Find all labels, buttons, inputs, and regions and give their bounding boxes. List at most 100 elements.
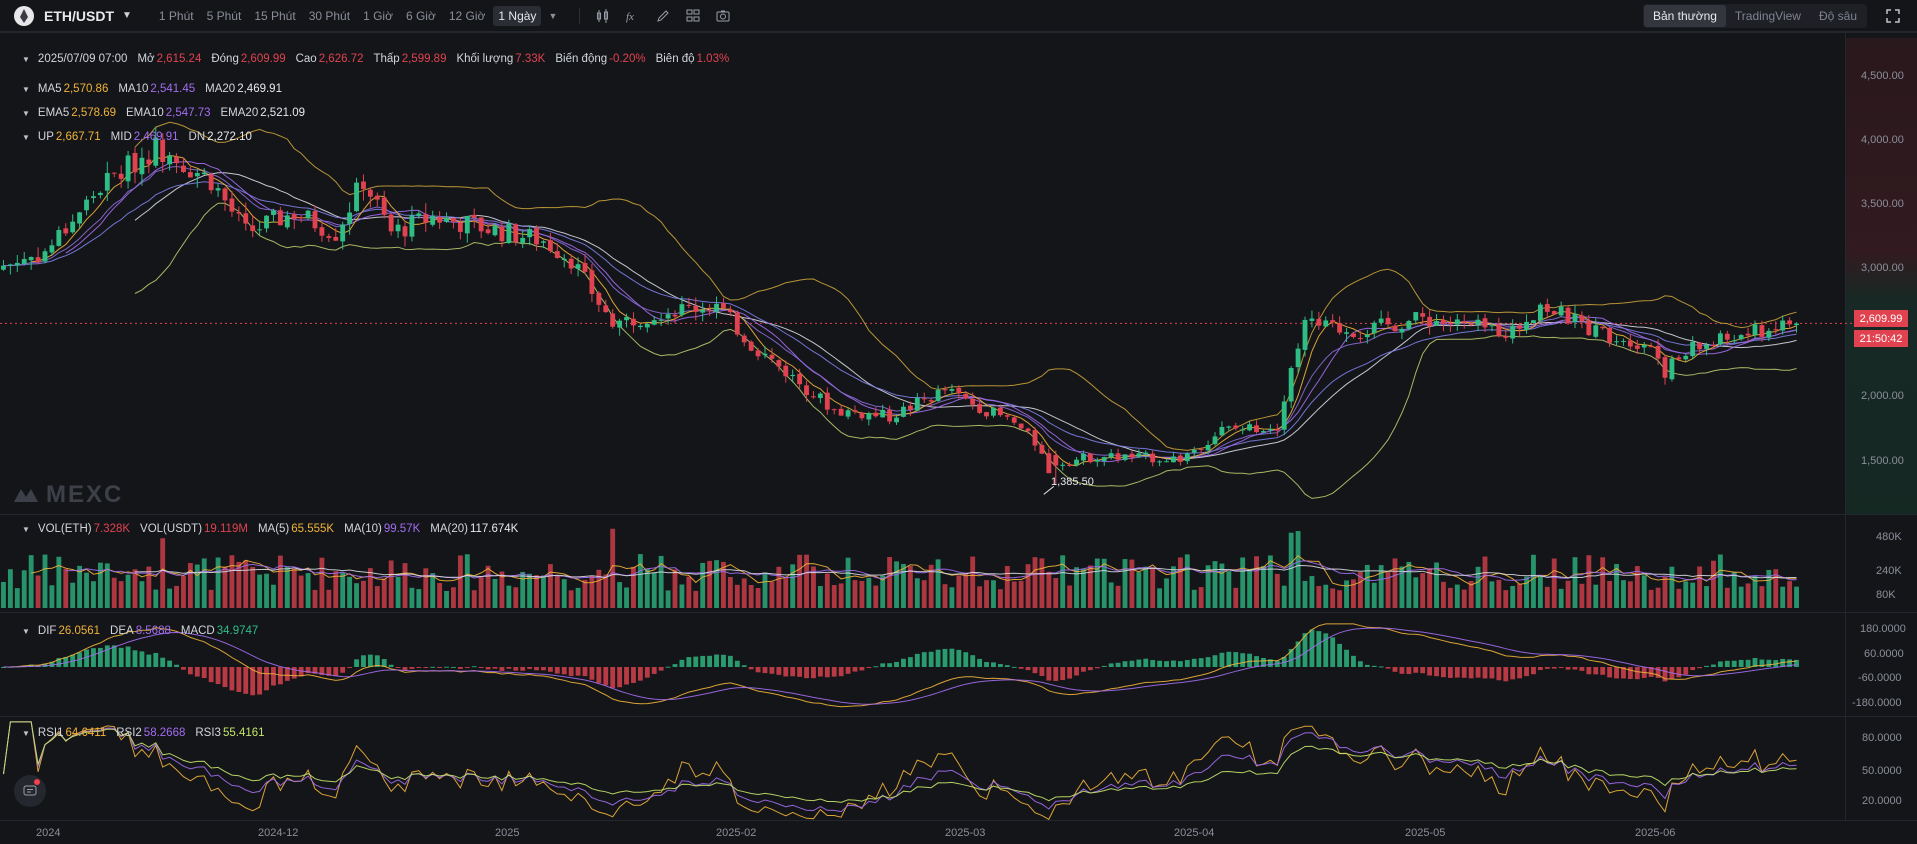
macd-histogram-bar — [1690, 667, 1696, 671]
interval-5m[interactable]: 5 Phút — [206, 8, 242, 23]
symbol-selector[interactable]: ETH/USDT — [44, 7, 114, 24]
macd-histogram-bar — [1537, 667, 1543, 671]
macd-histogram-bar — [194, 667, 200, 677]
volume-bar — [471, 590, 477, 608]
volume-bar — [284, 566, 290, 608]
candle-body — [1441, 320, 1446, 324]
macd-histogram-bar — [416, 667, 422, 668]
candle-body — [1094, 460, 1100, 462]
chat-bubble-button[interactable] — [14, 775, 46, 807]
candle-body — [77, 212, 83, 224]
interval-15m[interactable]: 15 Phút — [254, 8, 296, 23]
candle-body — [1662, 357, 1668, 378]
macd-histogram-bar — [1039, 667, 1045, 676]
macd-histogram-bar — [1240, 653, 1246, 667]
macd-histogram-bar — [1724, 660, 1730, 667]
candle-body — [721, 303, 726, 309]
interval-6h[interactable]: 6 Giờ — [405, 8, 436, 23]
macd-histogram-bar — [672, 664, 678, 667]
candle-body — [284, 215, 290, 228]
price-tick: 4,500.00 — [1861, 70, 1904, 82]
volume-bar — [132, 569, 138, 608]
volume-bar — [700, 562, 706, 608]
collapse-caret-icon[interactable]: ▼ — [22, 54, 30, 64]
volume-bar — [534, 575, 539, 608]
macd-histogram-bar — [1496, 667, 1502, 681]
vol-eth-value: 7.328K — [93, 523, 131, 535]
pencil-icon[interactable] — [648, 8, 678, 24]
volume-bar — [84, 572, 89, 608]
ema5-value: 2,578.69 — [71, 107, 117, 119]
candle-body — [513, 224, 519, 243]
collapse-caret-icon[interactable]: ▼ — [22, 108, 30, 118]
collapse-caret-icon[interactable]: ▼ — [22, 132, 30, 142]
candle-body — [1669, 358, 1675, 380]
collapse-caret-icon[interactable]: ▼ — [22, 626, 30, 636]
macd-histogram-bar — [374, 655, 380, 667]
volume-bar — [651, 572, 657, 608]
candle-body — [859, 412, 865, 419]
candle-body — [866, 413, 872, 420]
volume-bar — [305, 573, 311, 608]
interval-1d[interactable]: 1 Ngày — [493, 5, 542, 26]
candle-body — [1039, 445, 1045, 454]
candle-body — [741, 335, 747, 343]
macd-histogram-bar — [797, 667, 803, 677]
macd-histogram-bar — [1558, 667, 1564, 668]
chevron-down-icon[interactable]: ▼ — [122, 10, 132, 21]
volume-bar — [769, 581, 775, 608]
volume-bar — [146, 566, 152, 608]
rsi3-line — [3, 721, 1797, 803]
macd-histogram-bar — [1108, 663, 1114, 667]
collapse-caret-icon[interactable]: ▼ — [22, 728, 30, 738]
candle-body — [686, 304, 692, 306]
macd-histogram-bar — [534, 667, 539, 671]
candle-type-icon[interactable] — [588, 8, 618, 24]
candle-body — [1447, 323, 1453, 325]
macd-histogram-bar — [1503, 667, 1509, 682]
macd-histogram-bar — [229, 667, 235, 691]
candle-body — [1004, 415, 1010, 417]
candle-body — [956, 387, 962, 394]
tab-standard-view[interactable]: Bản thường — [1643, 5, 1726, 27]
tab-depth[interactable]: Độ sâu — [1818, 9, 1857, 23]
macd-histogram-bar — [1752, 657, 1758, 667]
volume-bar — [187, 563, 193, 608]
volume-bar — [1136, 572, 1142, 608]
interval-12h[interactable]: 12 Giờ — [448, 8, 486, 23]
camera-icon[interactable] — [708, 8, 738, 24]
macd-histogram-bar — [686, 657, 692, 667]
collapse-caret-icon[interactable]: ▼ — [22, 524, 30, 534]
candle-body — [589, 270, 595, 294]
volume-bar — [1461, 589, 1467, 608]
volume-bar — [942, 584, 948, 608]
volume-bar — [762, 572, 768, 608]
macd-histogram-bar — [146, 654, 152, 667]
chevron-down-icon[interactable]: ▼ — [548, 10, 558, 21]
candle-body — [14, 262, 20, 266]
ema10-value: 2,547.73 — [165, 107, 211, 119]
volume-bar — [797, 554, 803, 608]
macd-histogram-bar — [187, 667, 193, 675]
macd-histogram-bar — [305, 667, 311, 674]
interval-1h[interactable]: 1 Giờ — [363, 8, 393, 23]
vol-ma10-line — [65, 560, 1797, 582]
macd-histogram-bar — [1364, 664, 1370, 667]
interval-30m[interactable]: 30 Phút — [308, 8, 351, 23]
collapse-caret-icon[interactable]: ▼ — [22, 84, 30, 94]
candle-body — [1697, 342, 1703, 350]
volume-bar — [845, 557, 851, 608]
macd-histogram-bar — [1461, 667, 1467, 678]
tab-tradingview[interactable]: TradingView — [1734, 9, 1801, 23]
volume-bar — [714, 560, 719, 608]
indicator-fx-icon[interactable]: fx — [618, 8, 648, 24]
volume-bar — [21, 570, 27, 608]
volume-bar — [1129, 559, 1135, 608]
sentiment-gradient — [1846, 38, 1917, 514]
fullscreen-icon[interactable] — [1885, 8, 1901, 24]
candle-body — [416, 213, 422, 217]
volume-bar — [568, 590, 574, 608]
layout-icon[interactable] — [678, 8, 708, 24]
interval-1m[interactable]: 1 Phút — [158, 8, 194, 23]
